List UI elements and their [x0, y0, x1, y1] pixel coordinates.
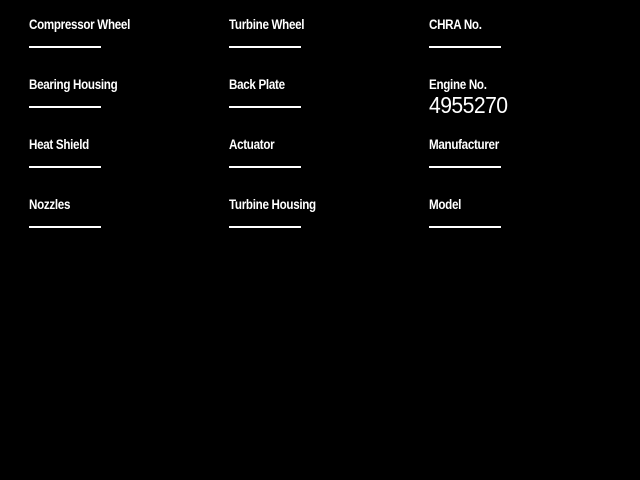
field-nozzles[interactable]: Nozzles [29, 197, 219, 228]
field-compressor-wheel[interactable]: Compressor Wheel [29, 17, 219, 48]
field-label: Turbine Wheel [229, 17, 305, 32]
field-back-plate[interactable]: Back Plate [229, 77, 419, 108]
field-chra-no[interactable]: CHRA No. [429, 17, 619, 48]
field-label: CHRA No. [429, 17, 482, 32]
field-turbine-wheel[interactable]: Turbine Wheel [229, 17, 419, 48]
field-underline[interactable] [429, 46, 501, 48]
field-underline[interactable] [229, 106, 301, 108]
field-model[interactable]: Model [429, 197, 619, 228]
field-heat-shield[interactable]: Heat Shield [29, 137, 219, 168]
field-underline[interactable] [229, 226, 301, 228]
field-underline[interactable] [29, 166, 101, 168]
field-value-engine-no[interactable]: 4955270 [429, 92, 508, 118]
field-underline[interactable] [29, 46, 101, 48]
field-underline[interactable] [429, 226, 501, 228]
field-label: Heat Shield [29, 137, 89, 152]
field-engine-no[interactable]: Engine No. 4955270 [429, 77, 619, 117]
field-turbine-housing[interactable]: Turbine Housing [229, 197, 419, 228]
field-label: Compressor Wheel [29, 17, 130, 32]
field-label: Back Plate [229, 77, 285, 92]
field-bearing-housing[interactable]: Bearing Housing [29, 77, 219, 108]
field-label: Actuator [229, 137, 275, 152]
field-underline[interactable] [429, 166, 501, 168]
field-label: Nozzles [29, 197, 71, 212]
field-actuator[interactable]: Actuator [229, 137, 419, 168]
field-label: Bearing Housing [29, 77, 118, 92]
field-underline[interactable] [229, 166, 301, 168]
field-label: Engine No. [429, 77, 487, 92]
field-underline[interactable] [29, 106, 101, 108]
field-underline[interactable] [29, 226, 101, 228]
field-label: Model [429, 197, 462, 212]
field-label: Turbine Housing [229, 197, 316, 212]
field-manufacturer[interactable]: Manufacturer [429, 137, 619, 168]
field-underline[interactable] [229, 46, 301, 48]
field-label: Manufacturer [429, 137, 499, 152]
